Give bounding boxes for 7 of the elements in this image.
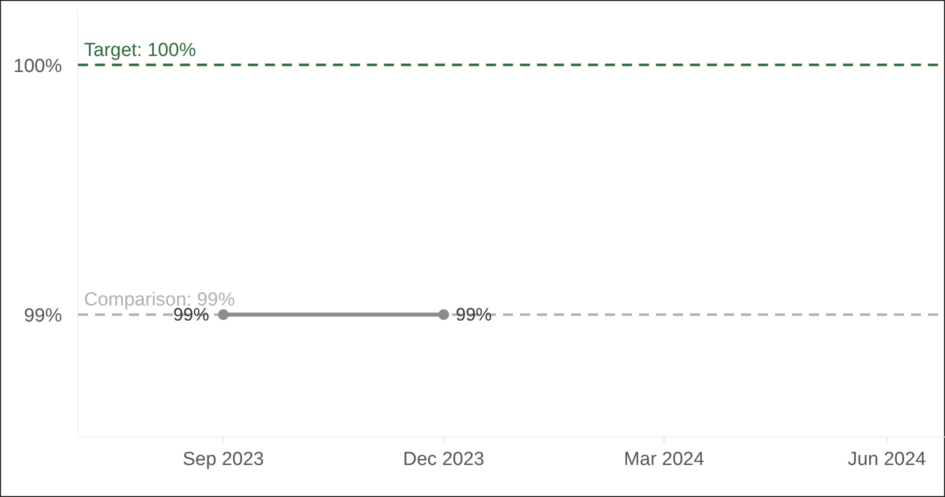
- x-tick-label: Dec 2023: [403, 449, 484, 470]
- y-tick-label: 100%: [13, 56, 62, 77]
- x-tick-label: Mar 2024: [624, 449, 705, 470]
- data-label: 99%: [456, 304, 492, 325]
- x-tick-label: Jun 2024: [848, 449, 926, 470]
- x-tick-label: Sep 2023: [182, 449, 264, 470]
- ref-line-label: Target: 100%: [84, 40, 196, 61]
